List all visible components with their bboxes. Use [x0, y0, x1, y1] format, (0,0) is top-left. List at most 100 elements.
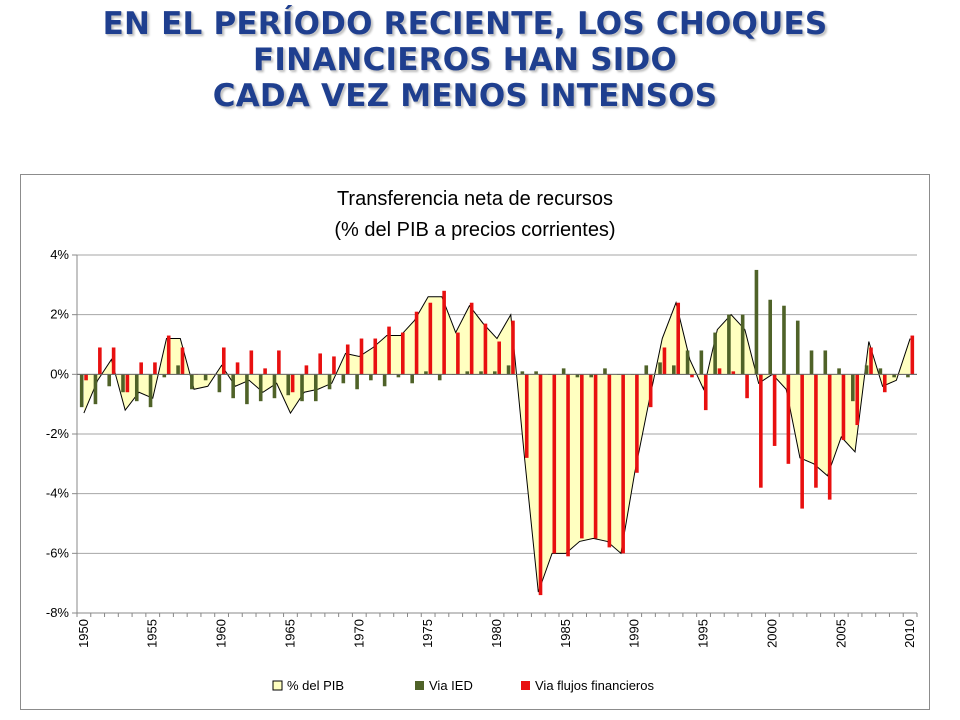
bar-ied-1980	[493, 371, 497, 375]
bar-ied-1993	[672, 365, 676, 375]
bar-ied-1987	[589, 374, 593, 378]
x-tick-label: 1990	[627, 619, 642, 648]
legend: % del PIB Via IED Via flujos financieros	[272, 678, 654, 693]
bar-ied-2005	[837, 368, 841, 375]
bar-flujos-1997	[731, 371, 736, 375]
bar-flujos-1973	[401, 332, 405, 375]
bar-flujos-1953	[125, 374, 130, 393]
bar-ied-1992	[658, 362, 662, 375]
bar-ied-1972	[382, 374, 387, 387]
bar-ied-1999	[754, 269, 759, 375]
area-fill	[83, 296, 911, 593]
bar-ied-1959	[203, 374, 208, 381]
bar-ied-1957	[176, 365, 180, 375]
bar-ied-1951	[93, 374, 98, 405]
bar-ied-1979	[479, 371, 483, 375]
bar-flujos-1950	[84, 374, 88, 381]
y-tick-label: 2%	[50, 307, 69, 322]
bar-flujos-1968	[332, 356, 336, 375]
bar-flujos-1998	[745, 374, 749, 399]
bar-flujos-1954	[139, 362, 143, 375]
bar-ied-2010	[906, 374, 910, 378]
bar-flujos-1975	[428, 302, 433, 375]
bar-ied-1960	[217, 374, 222, 393]
bar-flujos-1956	[166, 335, 171, 375]
bar-flujos-1999	[759, 374, 763, 488]
bar-flujos-1993	[676, 302, 681, 375]
x-tick-label: 1975	[420, 619, 435, 648]
bar-flujos-1986	[580, 374, 584, 539]
x-tick-label: 1970	[351, 619, 366, 648]
bar-flujos-1989	[621, 374, 625, 554]
bar-ied-1955	[148, 374, 153, 408]
bar-ied-1978	[465, 371, 470, 375]
bar-flujos-1983	[538, 374, 543, 596]
gridlines	[77, 254, 917, 614]
legend-label: Via flujos financieros	[535, 678, 654, 693]
bar-ied-2000	[768, 299, 773, 375]
bar-ied-1964	[272, 374, 277, 399]
bar-flujos-1970	[359, 338, 364, 375]
bar-flujos-1957	[180, 347, 185, 375]
bar-flujos-2006	[855, 374, 860, 426]
bar-flujos-1964	[277, 350, 281, 375]
bar-flujos-1951	[98, 347, 102, 375]
bar-ied-1971	[369, 374, 373, 381]
bar-flujos-2005	[841, 374, 846, 440]
x-tick-label: 2010	[902, 619, 917, 648]
x-tick-label: 1955	[145, 619, 160, 648]
bar-flujos-2004	[827, 374, 832, 500]
axes: 4% 2% 0% -2% -4% -6% -8% 1950 1955 1960 1965 1970 19…	[46, 247, 918, 648]
bar-ied-1967	[313, 374, 318, 402]
bar-ied-1996	[713, 332, 717, 375]
bar-ied-1998	[740, 314, 745, 375]
bar-flujos-1965	[290, 374, 295, 393]
bar-flujos-1963	[263, 368, 267, 375]
x-tick-label: 1965	[282, 619, 297, 648]
bar-flujos-1955	[153, 362, 157, 375]
bar-flujos-1980	[497, 341, 501, 375]
bar-ied-1986	[575, 374, 580, 378]
x-tick-label: 1985	[558, 619, 573, 648]
bar-ied-1969	[341, 374, 346, 384]
bar-flujos-1969	[345, 344, 350, 375]
y-tick-label: -8%	[46, 605, 70, 620]
bar-flujos-1994	[690, 374, 694, 378]
bar-flujos-1974	[414, 311, 419, 375]
bar-ied-1985	[561, 368, 566, 375]
bar-flujos-1967	[318, 353, 322, 375]
y-tick-label: -6%	[46, 545, 70, 560]
bar-ied-2006	[851, 374, 855, 402]
bar-ied-2009	[892, 374, 896, 378]
y-tick-label: 4%	[50, 247, 69, 262]
bar-ied-1973	[396, 374, 401, 378]
bar-flujos-1988	[607, 374, 612, 548]
bar-flujos-2002	[800, 374, 804, 509]
slide-title-line-2: FINANCIEROS HAN SIDO	[252, 42, 677, 78]
x-tick-label: 1995	[696, 619, 711, 648]
chart-subtitle: (% del PIB a precios corrientes)	[334, 219, 615, 241]
bar-ied-1962	[245, 374, 249, 405]
bar-flujos-2000	[772, 374, 777, 446]
bar-ied-1970	[355, 374, 359, 390]
bar-ied-2001	[782, 305, 786, 375]
bar-flujos-1971	[373, 338, 378, 375]
bar-flujos-2003	[814, 374, 818, 488]
bar-ied-2004	[823, 350, 828, 375]
bar-flujos-1987	[593, 374, 598, 539]
bar-ied-1966	[300, 374, 304, 402]
bar-flujos-1992	[662, 347, 667, 375]
bar-flujos-1995	[703, 374, 708, 411]
bar-ied-1956	[162, 374, 167, 378]
bar-ied-1981	[506, 365, 511, 375]
bar-flujos-2007	[869, 347, 873, 375]
bar-ied-1997	[727, 314, 731, 375]
y-tick-label: -2%	[46, 426, 70, 441]
bar-flujos-1972	[387, 326, 391, 375]
bar-ied-1995	[699, 350, 704, 375]
bar-ied-1968	[327, 374, 332, 390]
x-tick-label: 1980	[489, 619, 504, 648]
x-tick-label: 1950	[76, 619, 91, 648]
chart-title: Transferencia neta de recursos	[337, 188, 613, 210]
bar-ied-1953	[121, 374, 125, 393]
